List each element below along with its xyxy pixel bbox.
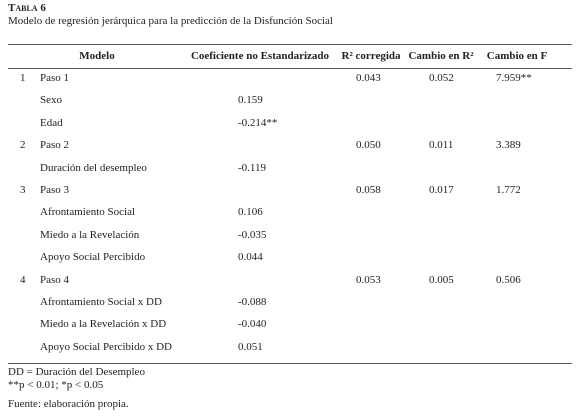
cell-r2: 0.053 [356,273,381,286]
cell-label: Paso 4 [40,273,70,286]
cell-num: 3 [20,184,26,196]
note: DD = Duración del Desempleo [8,366,145,378]
cell-dr2: 0.005 [429,273,454,286]
cell-label: Sexo [40,94,62,107]
cell-label: Miedo a la Revelación x DD [40,318,167,331]
cell-r2: 0.050 [356,139,381,152]
cell-coef: -0.040 [238,318,267,331]
cell-r2: 0.058 [356,184,381,196]
column-header: R² corregida [341,50,401,62]
table-label: Tabla 6 [8,2,46,14]
cell-label: Afrontamiento Social [40,206,136,219]
cell-r2: 0.043 [356,72,381,84]
column-header: Cambio en F [486,50,548,62]
header-rule [8,68,572,69]
cell-label: Edad [40,116,63,129]
cell-coef: -0.119 [238,161,267,174]
cell-label: Apoyo Social Percibido x DD [40,340,172,353]
cell-coef: 0.044 [238,251,263,264]
cell-df: 3.389 [496,139,521,152]
cell-label: Apoyo Social Percibido [40,251,146,264]
note: **p < 0.01; *p < 0.05 [8,379,104,391]
cell-df: 0.506 [496,273,521,286]
cell-num: 2 [20,139,26,152]
cell-coef: -0.088 [238,296,267,308]
cell-num: 1 [20,72,26,84]
column-header: Coeficiente no Estandarizado [190,50,330,62]
top-rule [8,44,572,45]
bottom-rule [8,363,572,364]
cell-dr2: 0.017 [429,184,454,196]
cell-label: Paso 1 [40,72,70,84]
cell-label: Paso 3 [40,184,70,196]
cell-num: 4 [20,273,26,286]
cell-label: Miedo a la Revelación [40,228,140,241]
cell-dr2: 0.011 [429,139,454,152]
cell-coef: -0.214** [238,116,278,129]
column-header: Modelo [79,50,115,62]
source: Fuente: elaboración propia. [8,398,129,410]
table-caption: Modelo de regresión jerárquica para la p… [8,15,333,27]
cell-label: Afrontamiento Social x DD [40,296,162,308]
cell-coef: 0.159 [238,94,263,107]
cell-coef: 0.106 [238,206,263,219]
cell-label: Duración del desempleo [40,161,147,174]
cell-coef: -0.035 [238,228,267,241]
column-header: Cambio en R² [408,50,474,62]
cell-df: 1.772 [496,184,521,196]
cell-df: 7.959** [496,72,532,84]
cell-coef: 0.051 [238,340,263,353]
cell-label: Paso 2 [40,139,70,152]
cell-dr2: 0.052 [429,72,454,84]
